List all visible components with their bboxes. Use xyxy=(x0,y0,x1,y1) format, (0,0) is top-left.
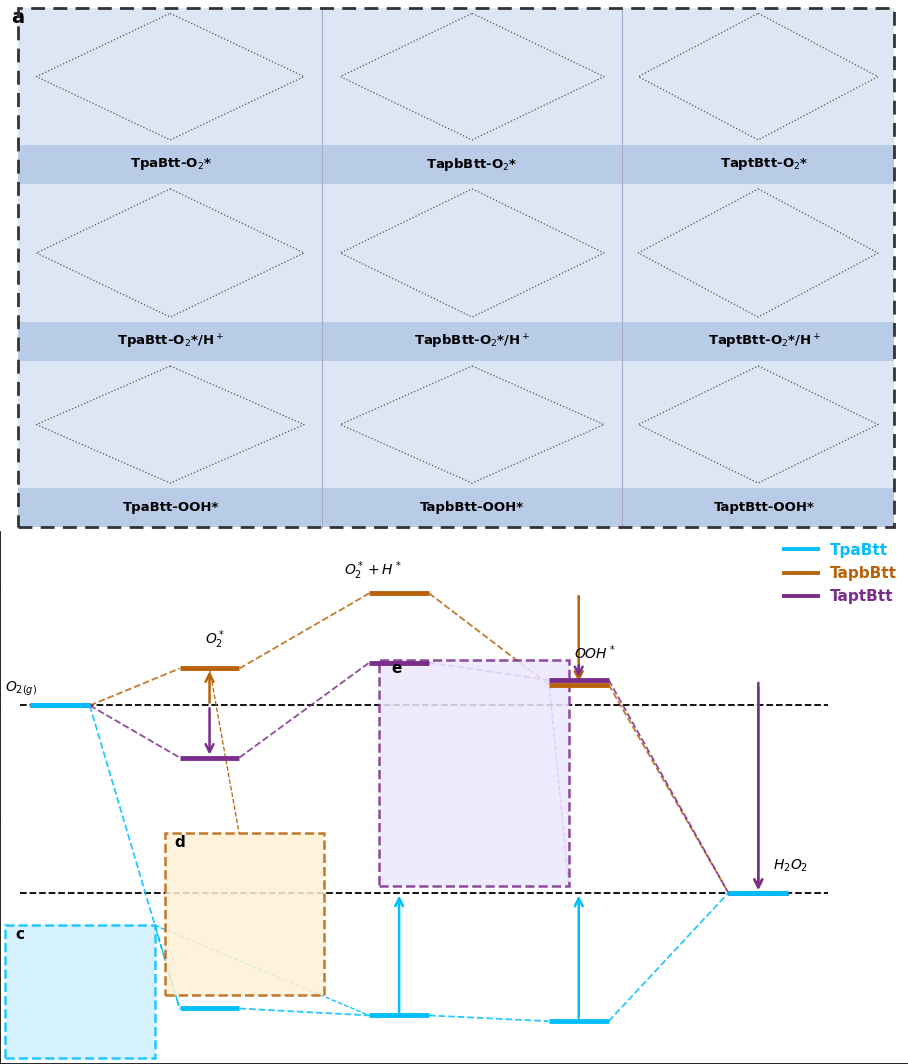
Bar xyxy=(5,926,154,1059)
Bar xyxy=(380,661,568,886)
Text: $O_2^*+H^*$: $O_2^*+H^*$ xyxy=(344,560,402,582)
Text: $O_{2(g)}$: $O_{2(g)}$ xyxy=(5,680,37,698)
Text: TpaBtt-O$_2$*/H$^+$: TpaBtt-O$_2$*/H$^+$ xyxy=(117,332,224,351)
Text: TapbBtt-OOH*: TapbBtt-OOH* xyxy=(420,501,524,514)
Text: TpaBtt-O$_2$*: TpaBtt-O$_2$* xyxy=(130,156,212,172)
Text: TapbBtt-O$_2$*: TapbBtt-O$_2$* xyxy=(427,156,518,172)
Text: TaptBtt-O$_2$*/H$^+$: TaptBtt-O$_2$*/H$^+$ xyxy=(708,332,821,351)
Bar xyxy=(18,488,894,527)
Text: TapbBtt-O$_2$*/H$^+$: TapbBtt-O$_2$*/H$^+$ xyxy=(414,332,530,351)
Bar xyxy=(18,322,894,361)
Bar xyxy=(18,146,894,183)
Text: a: a xyxy=(11,9,24,27)
Legend: TpaBtt, TapbBtt, TaptBtt: TpaBtt, TapbBtt, TaptBtt xyxy=(778,536,903,611)
Text: TaptBtt-OOH*: TaptBtt-OOH* xyxy=(714,501,815,514)
Text: d: d xyxy=(174,834,185,849)
Text: TaptBtt-O$_2$*: TaptBtt-O$_2$* xyxy=(720,156,809,172)
Text: e: e xyxy=(391,661,401,676)
Text: $OOH^*$: $OOH^*$ xyxy=(574,644,616,662)
Text: c: c xyxy=(15,927,24,942)
Text: TpaBtt-OOH*: TpaBtt-OOH* xyxy=(123,501,219,514)
Text: $H_2O_2$: $H_2O_2$ xyxy=(774,858,808,875)
Bar xyxy=(164,833,324,995)
Text: $O_2^*$: $O_2^*$ xyxy=(204,629,225,651)
